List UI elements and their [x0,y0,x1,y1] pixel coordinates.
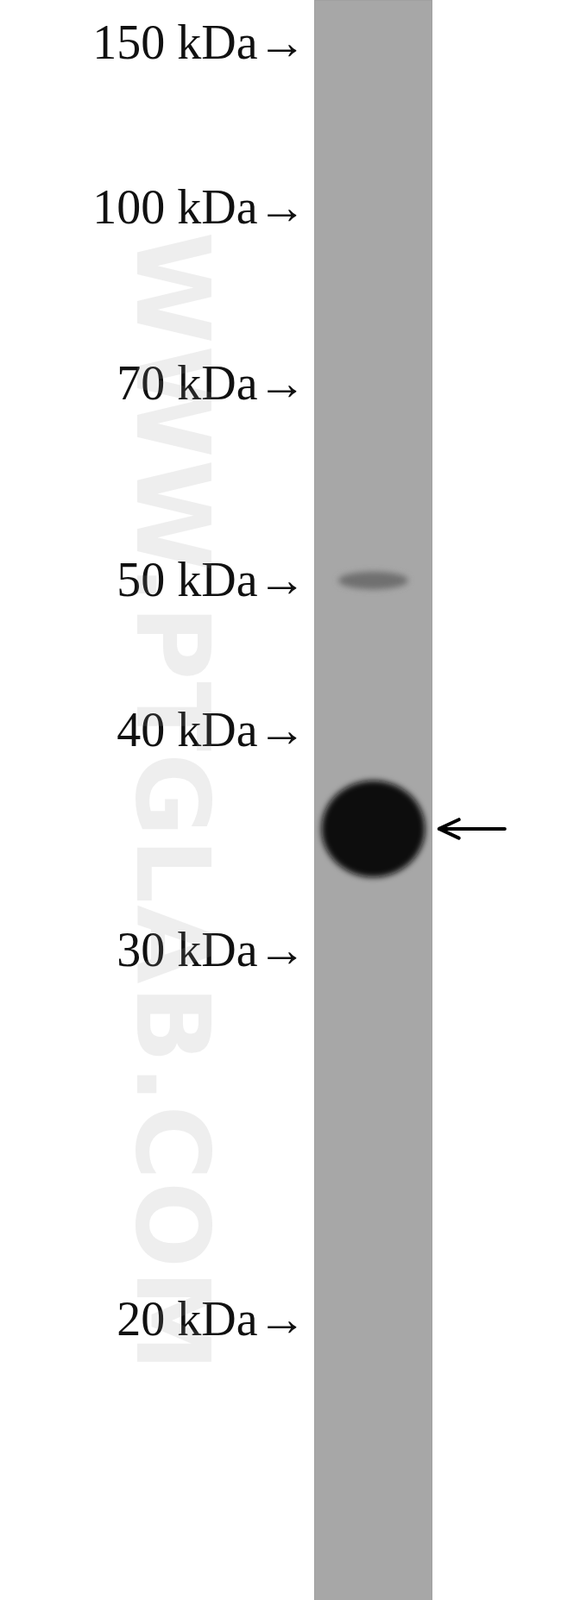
svg-text:150 kDa→: 150 kDa→ [92,15,306,70]
svg-text:70 kDa→: 70 kDa→ [116,356,306,410]
svg-text:40 kDa→: 40 kDa→ [116,703,306,757]
svg-text:100 kDa→: 100 kDa→ [92,180,306,234]
svg-text:50 kDa→: 50 kDa→ [116,553,306,607]
svg-text:20 kDa→: 20 kDa→ [116,1292,306,1347]
svg-text:30 kDa→: 30 kDa→ [116,923,306,978]
